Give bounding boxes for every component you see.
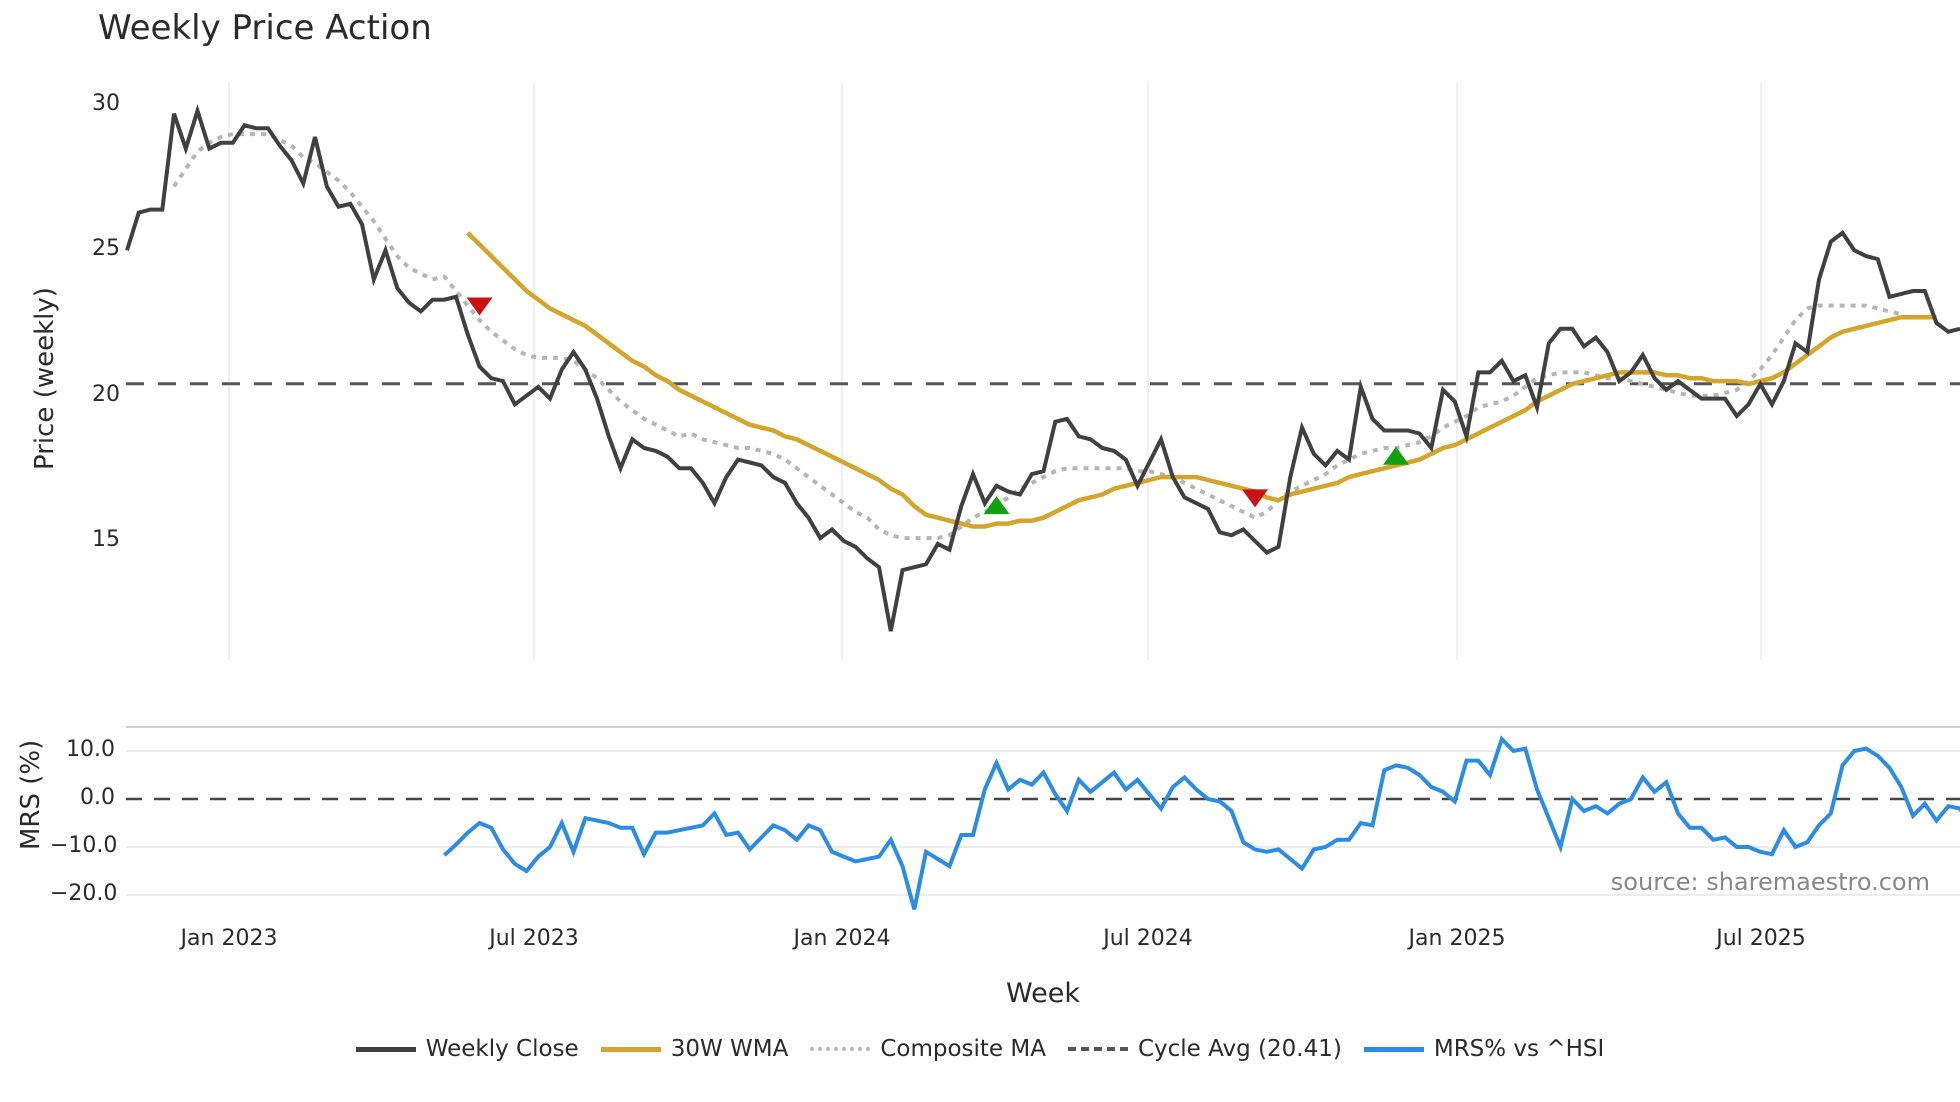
price-grid: [228, 81, 1762, 660]
x-tick: Jul 2024: [1103, 926, 1193, 951]
legend-label: Weekly Close: [425, 1036, 579, 1062]
price-tick: 20: [92, 382, 120, 407]
x-tick: Jan 2025: [1408, 926, 1506, 951]
price-tick: 25: [92, 236, 120, 261]
legend: Weekly Close 30W WMA Composite MA Cycle …: [0, 1036, 1960, 1062]
legend-item-cycle-avg[interactable]: Cycle Avg (20.41): [1067, 1036, 1342, 1062]
weekly-close-line: [125, 104, 1960, 632]
mrs-tick: 10.0: [66, 737, 115, 762]
signal-markers: [466, 297, 1409, 515]
price-tick: 30: [92, 91, 120, 116]
legend-label: MRS% vs ^HSI: [1433, 1036, 1605, 1062]
mrs-axis-label: MRS (%): [16, 739, 46, 850]
source-annotation: source: sharemaestro.com: [1610, 868, 1930, 896]
legend-item-weekly-close[interactable]: Weekly Close: [355, 1036, 579, 1062]
buy-signal-triangle-up-icon: [983, 496, 1010, 515]
legend-item-30w-wma[interactable]: 30W WMA: [600, 1036, 789, 1062]
legend-label: Composite MA: [880, 1036, 1046, 1062]
x-tick: Jul 2023: [489, 926, 579, 951]
mrs-line: [442, 735, 1960, 910]
x-tick: Jan 2024: [793, 926, 891, 951]
sell-signal-triangle-down-icon: [466, 297, 493, 316]
dashed-line-swatch-icon: [1067, 1047, 1128, 1051]
price-series: [125, 104, 1960, 632]
x-tick: Jan 2023: [180, 926, 278, 951]
legend-label: 30W WMA: [670, 1036, 789, 1062]
x-axis-label: Week: [1006, 978, 1080, 1009]
mrs-series: [126, 735, 1960, 910]
price-axis-label: Price (weekly): [30, 287, 60, 470]
x-tick: Jul 2025: [1716, 926, 1806, 951]
dotted-line-swatch-icon: [810, 1047, 871, 1051]
mrs-grid: [126, 750, 1960, 896]
price-tick: 15: [92, 527, 120, 552]
wma-30w-line: [466, 231, 1937, 529]
sell-signal-triangle-down-icon: [1242, 489, 1268, 508]
solid-line-swatch-icon: [355, 1046, 416, 1052]
composite-ma-line: [172, 132, 1902, 541]
solid-line-swatch-icon: [600, 1046, 661, 1052]
legend-item-composite-ma[interactable]: Composite MA: [810, 1036, 1046, 1062]
chart-title: Weekly Price Action: [98, 8, 432, 48]
solid-line-swatch-icon: [1363, 1046, 1424, 1052]
mrs-tick: 0.0: [80, 785, 115, 810]
buy-signal-triangle-up-icon: [1383, 446, 1409, 465]
mrs-tick: −20.0: [50, 881, 118, 906]
mrs-tick: −10.0: [50, 833, 118, 858]
legend-label: Cycle Avg (20.41): [1137, 1036, 1342, 1062]
legend-item-mrs[interactable]: MRS% vs ^HSI: [1363, 1036, 1605, 1062]
